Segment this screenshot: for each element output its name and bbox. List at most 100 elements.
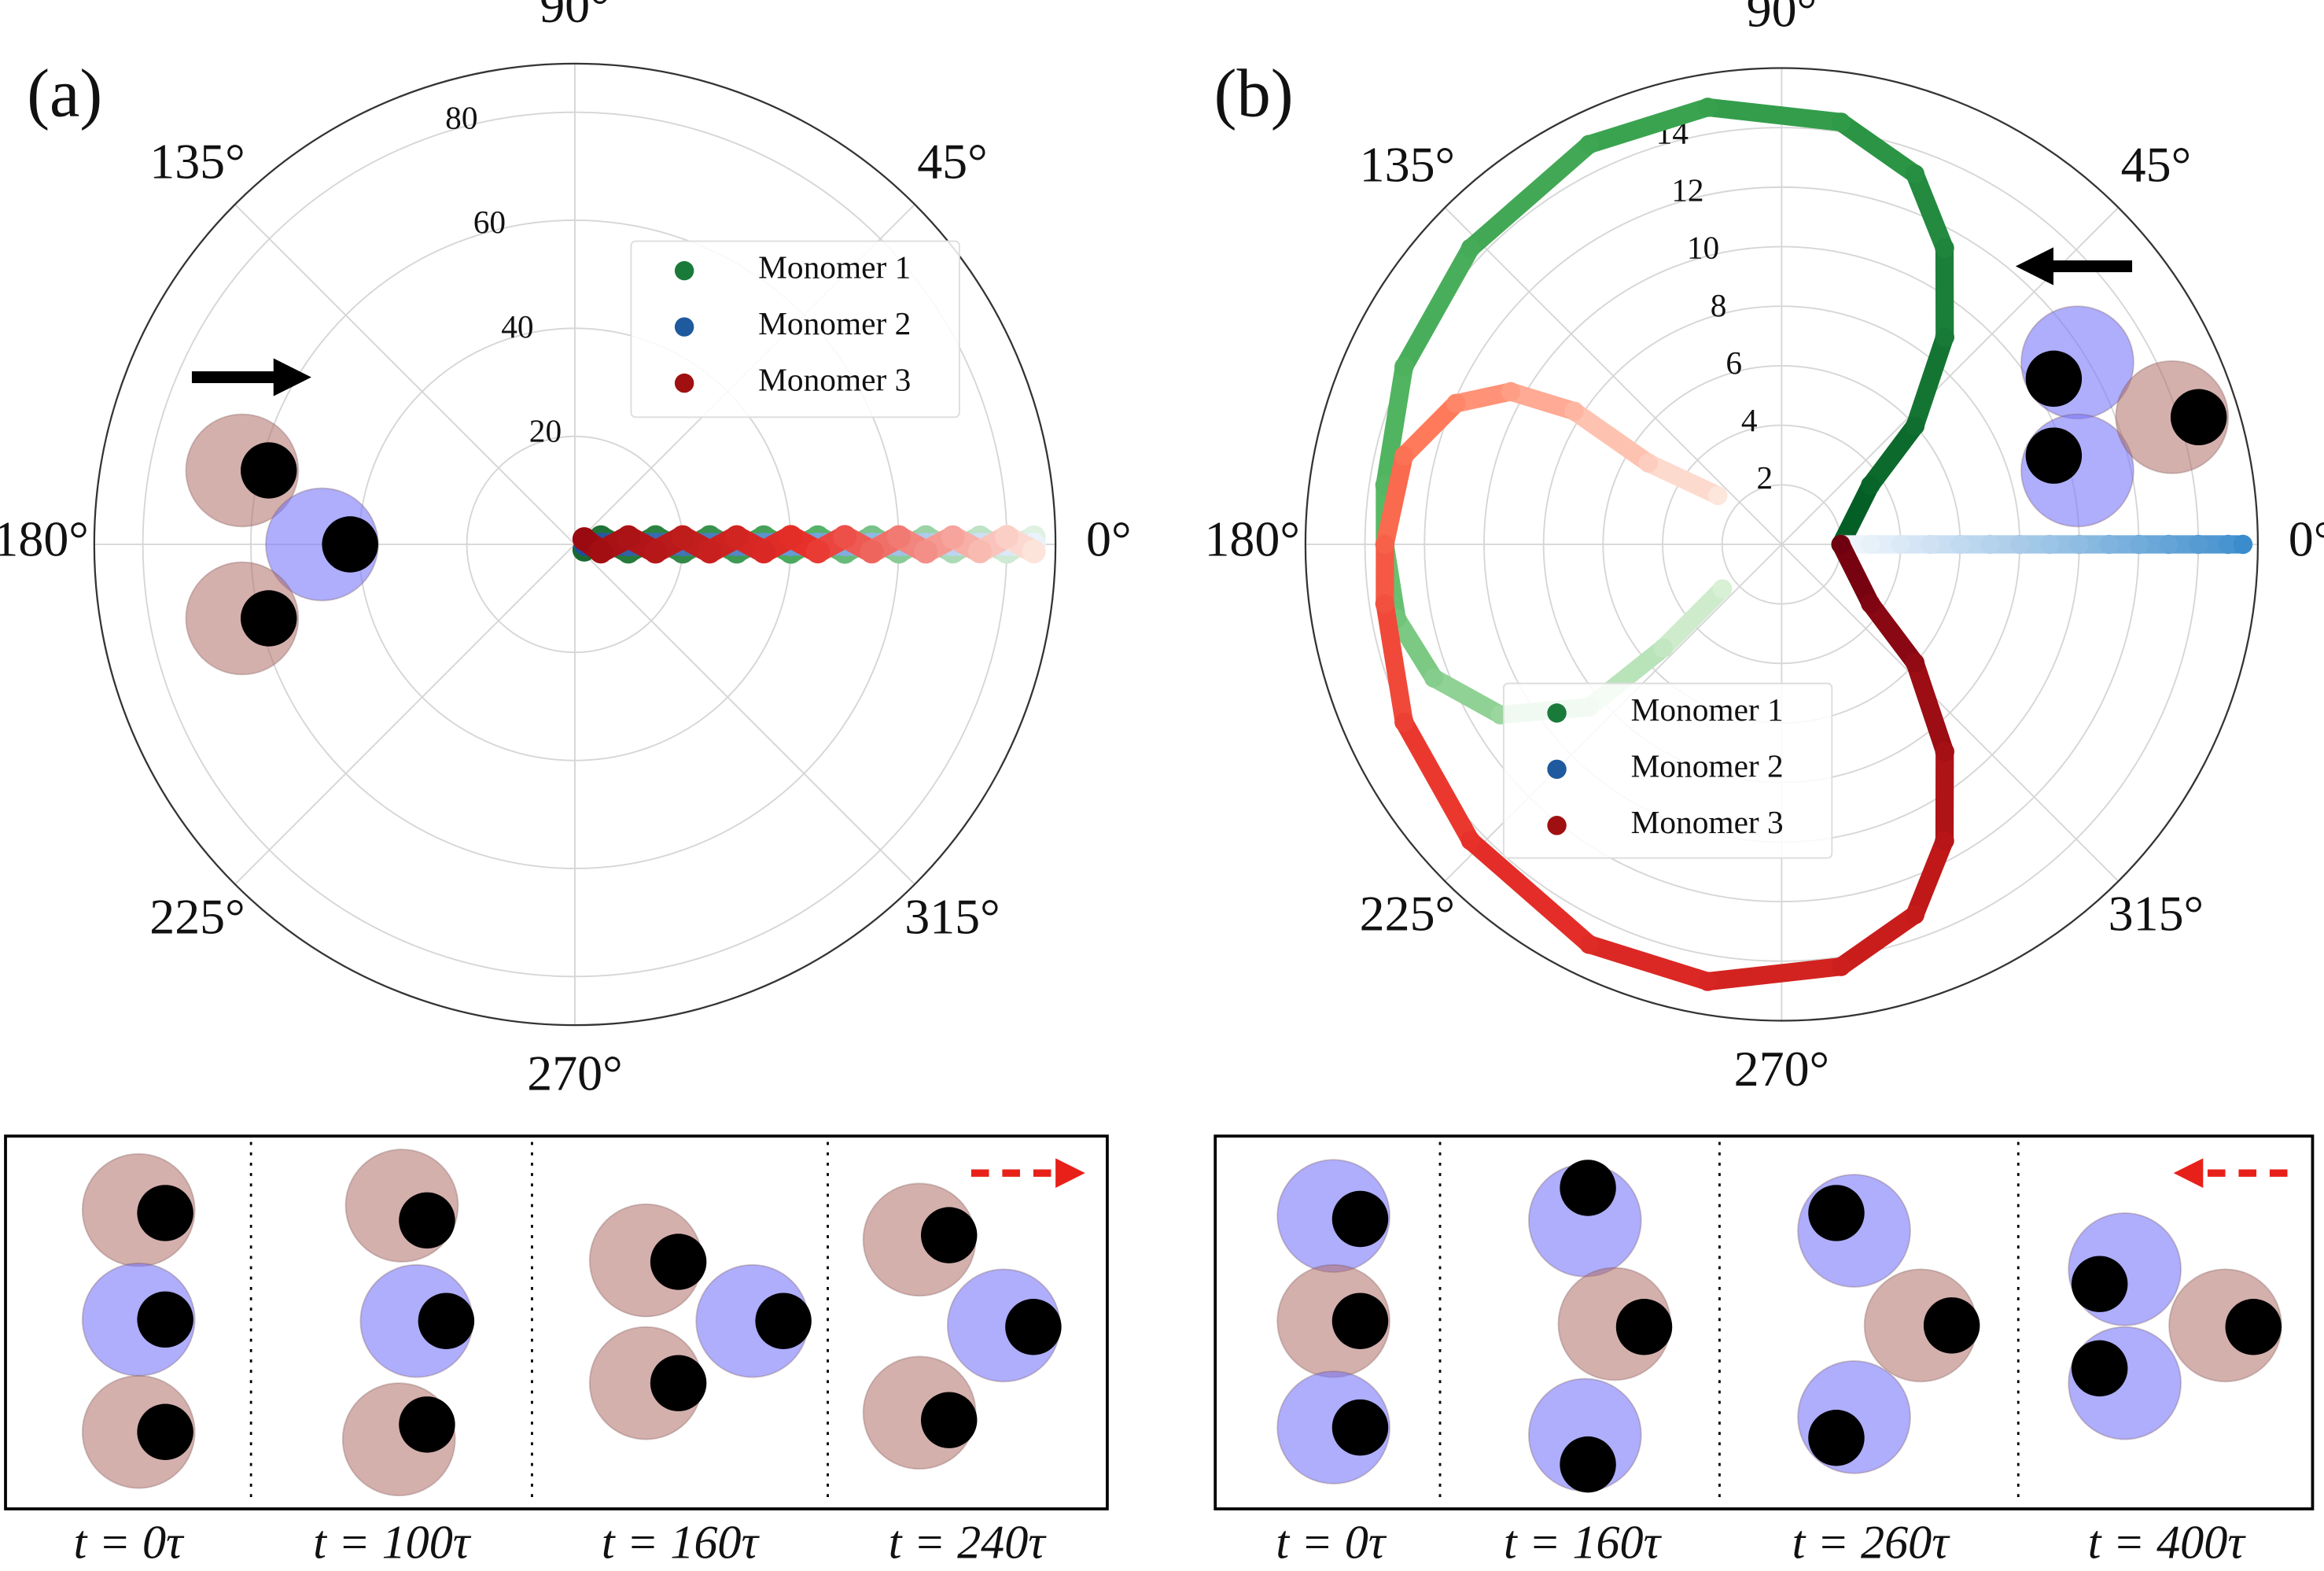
legend-label: Monomer 2 xyxy=(758,305,911,341)
r-tick-label: 6 xyxy=(1726,345,1742,381)
trajectory-segment xyxy=(1394,713,1480,850)
trajectory-point xyxy=(995,525,1019,549)
trajectory-point xyxy=(941,525,965,549)
monomer-particle xyxy=(2025,427,2083,484)
angular-grid-line xyxy=(234,204,576,545)
trajectory-point xyxy=(752,540,776,564)
trajectory-point xyxy=(833,525,857,549)
trajectory-point xyxy=(1564,401,1584,421)
theta-tick-label: 180° xyxy=(1204,511,1299,567)
monomer-particle xyxy=(2025,350,2083,408)
trajectory-point xyxy=(1460,238,1481,258)
trajectory-point xyxy=(2129,534,2149,555)
theta-tick-label: 90° xyxy=(540,0,610,33)
monomer-particle xyxy=(755,1293,812,1349)
monomer-particle xyxy=(1331,1399,1389,1456)
theta-tick-label: 270° xyxy=(1734,1041,1829,1097)
theta-tick-label: 315° xyxy=(2109,886,2204,942)
angular-grid-line xyxy=(574,544,915,885)
trajectory-segment xyxy=(1580,935,1718,991)
theta-tick-label: 0° xyxy=(2289,511,2324,567)
trajectory-point xyxy=(1935,742,1954,762)
monomer-particle xyxy=(2071,1256,2128,1312)
trajectory-point xyxy=(1698,972,1718,991)
legend-label: Monomer 2 xyxy=(1631,747,1784,784)
monomer-particle xyxy=(1615,1299,1673,1355)
legend-marker xyxy=(674,373,694,393)
trajectory-point xyxy=(616,525,641,549)
monomer-particle xyxy=(650,1355,707,1411)
trajectory-point xyxy=(1905,416,1925,436)
trajectory-segment xyxy=(1639,453,1727,505)
trajectory-point xyxy=(1501,382,1521,402)
monomer-particle xyxy=(399,1396,455,1453)
trajectory-point xyxy=(967,539,992,564)
trajectory-point xyxy=(1460,831,1481,850)
trajectory-point xyxy=(2069,534,2090,555)
trajectory-point xyxy=(1935,238,1954,258)
trajectory-segment xyxy=(1861,594,1924,673)
r-tick-label: 60 xyxy=(473,204,506,240)
r-tick-label: 40 xyxy=(501,308,533,345)
r-tick-label: 8 xyxy=(1711,287,1727,323)
trajectory-point xyxy=(1921,534,1940,555)
trajectory-point xyxy=(1831,112,1851,132)
theta-tick-label: 45° xyxy=(2121,137,2192,193)
trajectory-point xyxy=(1423,668,1444,688)
trajectory-point xyxy=(1831,957,1851,976)
trajectory-point xyxy=(2039,534,2060,555)
snapshot-frame xyxy=(4,1134,1109,1510)
theta-tick-label: 45° xyxy=(917,134,988,190)
theta-tick-label: 315° xyxy=(904,889,1000,945)
trajectory-point xyxy=(1905,905,1925,924)
trajectory-point xyxy=(2188,534,2208,555)
monomer-particle xyxy=(1923,1297,1980,1354)
angular-grid-line xyxy=(1781,544,2120,882)
monomer-particle xyxy=(1331,1293,1389,1349)
time-label: t = 240τ xyxy=(889,1517,1048,1569)
trajectory-point xyxy=(670,525,695,549)
legend-marker xyxy=(674,260,694,281)
legend-label: Monomer 3 xyxy=(1631,804,1784,840)
monomer-particle xyxy=(920,1207,978,1263)
legend-marker xyxy=(1547,816,1567,835)
trajectory-point xyxy=(860,540,884,564)
trajectory-point xyxy=(2233,534,2253,555)
trajectory-segment xyxy=(1376,357,1413,495)
trajectory-segment xyxy=(1501,382,1584,421)
theta-tick-label: 0° xyxy=(1086,511,1132,567)
trajectory-point xyxy=(914,540,938,564)
trajectory-point xyxy=(589,540,613,564)
monomer-particle xyxy=(1005,1299,1062,1355)
trajectory-segment xyxy=(1906,653,1954,762)
trajectory-point xyxy=(886,525,911,549)
monomer-particle xyxy=(137,1185,193,1241)
trajectory-segment xyxy=(1654,579,1732,658)
trajectory-point xyxy=(779,525,803,549)
monomer-particle xyxy=(2170,389,2227,446)
trajectory-point xyxy=(572,527,596,551)
trajectory-segment xyxy=(1832,535,1880,613)
trajectory-point xyxy=(1831,534,1851,555)
trajectory-point xyxy=(724,525,749,549)
r-tick-label: 12 xyxy=(1671,172,1703,208)
legend-marker xyxy=(1547,759,1567,780)
legend-marker xyxy=(1547,703,1567,723)
trajectory-point xyxy=(2009,534,2030,555)
trajectory-point xyxy=(1950,534,1970,555)
trajectory-point xyxy=(1394,446,1414,466)
time-label: t = 400τ xyxy=(2088,1517,2247,1569)
trajectory-segment xyxy=(1387,609,1443,688)
trajectory-segment xyxy=(1906,832,1954,924)
r-tick-label: 80 xyxy=(445,100,477,136)
trajectory-segment xyxy=(1394,394,1466,466)
trajectory-point xyxy=(1905,164,1925,184)
legend-box xyxy=(630,240,960,419)
trajectory-segment xyxy=(1565,402,1658,473)
trajectory-point xyxy=(1579,935,1599,954)
trajectory-point xyxy=(1935,831,1954,850)
trajectory-point xyxy=(1375,534,1395,555)
polar-chart: 0°45°90°135°180°225°270°315°2468101214Mo… xyxy=(1204,0,2324,1097)
polar-frame xyxy=(1304,67,2260,1022)
